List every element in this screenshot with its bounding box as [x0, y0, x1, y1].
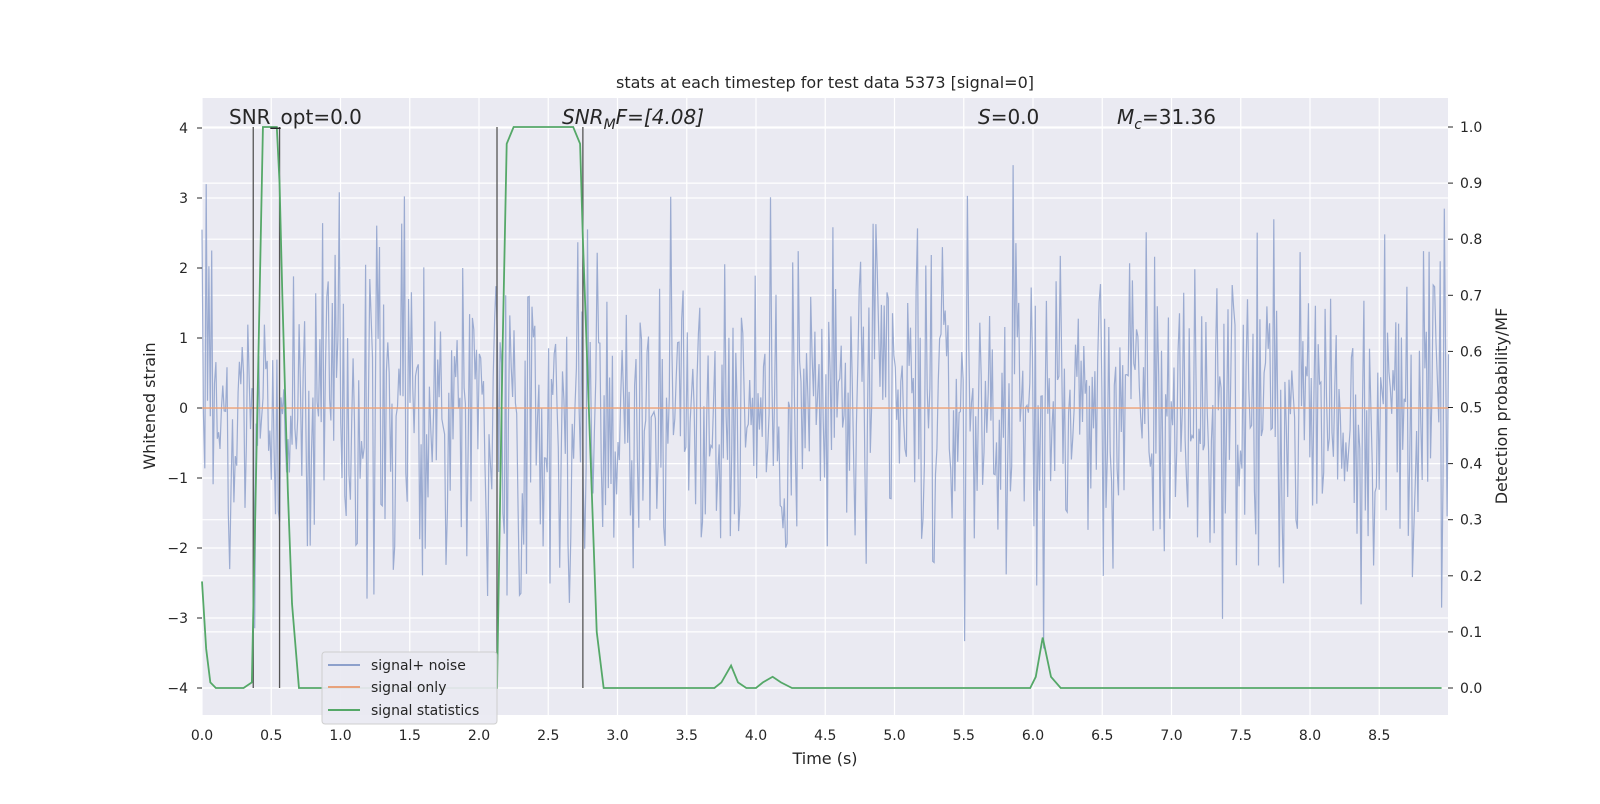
mc-subscript: c	[1134, 117, 1142, 133]
noise-line	[201, 165, 1450, 649]
y-left-tick-label: 0	[179, 401, 188, 417]
y-right-tick-label: 0.1	[1460, 625, 1482, 641]
x-axis-label: Time (s)	[791, 749, 857, 768]
legend-box	[321, 651, 498, 725]
mc-annotation: Mc=31.36	[1117, 105, 1216, 133]
x-tick-label: 6.5	[1091, 728, 1113, 744]
x-tick-label: 2.0	[468, 728, 490, 744]
y-right-tick-label: 0.8	[1460, 232, 1482, 248]
x-tick-label: 3.5	[676, 728, 698, 744]
y-left-tick-label: −4	[167, 681, 188, 697]
x-tick-label: 1.0	[329, 728, 351, 744]
snr-mf-subscript: M	[604, 117, 616, 133]
snr-mf-main: SNR	[562, 105, 604, 129]
x-tick-labels: 0.0 0.5 1.0 1.5 2.0 2.5 3.0 3.5 4.0 4.5 5.0 5.5 6.0 6…	[191, 728, 1391, 744]
x-tick-label: 8.0	[1299, 728, 1321, 744]
vertical-markers	[252, 127, 584, 688]
y-left-tick-labels: 4 3 2 1 0 −1 −2 −3 −4	[167, 121, 202, 697]
s-value: =0.0	[991, 105, 1040, 129]
legend-label-signal-only: signal only	[371, 680, 446, 696]
y-left-tick-label: 3	[179, 191, 188, 207]
mc-value: =31.36	[1142, 105, 1216, 129]
x-tick-label: 7.0	[1160, 728, 1182, 744]
snr-opt-annotation: SNR_opt=0.0	[229, 105, 362, 129]
y-right-tick-label: 0.2	[1460, 569, 1482, 585]
y-right-tick-label: 0.0	[1460, 681, 1482, 697]
y-left-tick-label: −3	[167, 611, 188, 627]
y-left-axis-label: Whitened strain	[140, 342, 159, 469]
x-tick-label: 4.0	[745, 728, 767, 744]
y-right-tick-label: 0.4	[1460, 457, 1482, 473]
y-left-tick-label: −1	[167, 471, 188, 487]
y-left-tick-label: −2	[167, 541, 188, 557]
y-right-tick-label: 0.9	[1460, 176, 1482, 192]
y-left-tick-label: 4	[179, 121, 188, 137]
x-tick-label: 7.5	[1230, 728, 1252, 744]
mc-symbol: M	[1117, 105, 1134, 129]
y-left-tick-label: 2	[179, 261, 188, 277]
x-tick-label: 2.5	[537, 728, 559, 744]
x-tick-label: 0.0	[191, 728, 213, 744]
y-right-tick-label: 0.7	[1460, 288, 1482, 304]
s-symbol: S	[978, 105, 991, 129]
x-tick-label: 6.0	[1022, 728, 1044, 744]
y-right-tick-labels: 1.0 0.9 0.8 0.7 0.6 0.5 0.4 0.3 0.2 0.1 0.0	[1448, 120, 1482, 697]
y-right-tick-label: 0.6	[1460, 344, 1482, 360]
y-right-tick-label: 0.3	[1460, 513, 1482, 529]
x-tick-label: 1.5	[399, 728, 421, 744]
x-tick-label: 5.5	[953, 728, 975, 744]
noise-series	[201, 165, 1450, 649]
y-left-tick-label: 1	[179, 331, 188, 347]
s-annotation: S=0.0	[978, 105, 1039, 129]
x-tick-label: 0.5	[260, 728, 282, 744]
snr-mf-annotation: SNRMF=[4.08]	[562, 105, 704, 133]
y-right-axis-label: Detection probability/MF	[1492, 308, 1511, 505]
statistics-series	[201, 126, 1442, 689]
chart-title: stats at each timestep for test data 537…	[616, 73, 1034, 92]
y-right-tick-label: 0.5	[1460, 401, 1482, 417]
snr-mf-rest: F=[4.08]	[616, 105, 704, 129]
x-tick-label: 8.5	[1368, 728, 1390, 744]
statistics-line	[201, 126, 1442, 689]
legend: signal+ noise signal only signal statist…	[321, 651, 498, 725]
legend-label-statistics: signal statistics	[371, 703, 479, 719]
legend-label-noise: signal+ noise	[371, 658, 466, 674]
x-tick-label: 3.0	[606, 728, 628, 744]
y-right-tick-label: 1.0	[1460, 120, 1482, 136]
x-tick-label: 4.5	[814, 728, 836, 744]
x-tick-label: 5.0	[883, 728, 905, 744]
